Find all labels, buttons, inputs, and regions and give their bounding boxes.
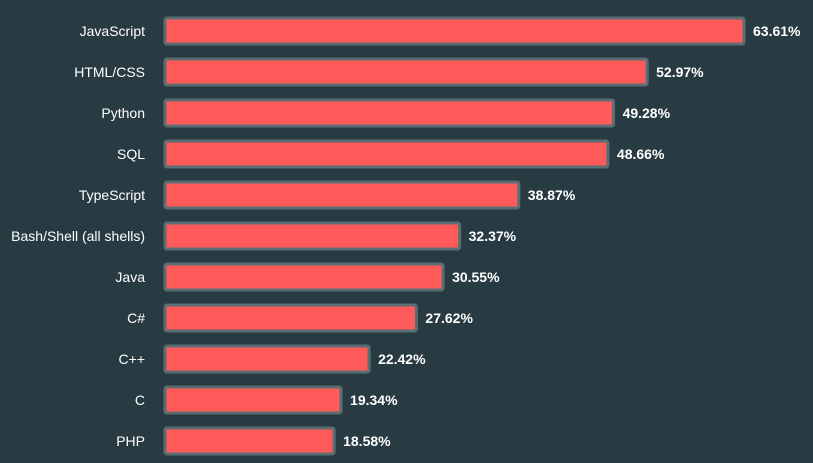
value-label: 27.62% [425, 310, 473, 326]
bar-sql [163, 139, 610, 169]
category-label: C [135, 392, 145, 408]
category-label: JavaScript [80, 23, 145, 39]
category-label: C# [127, 310, 145, 326]
value-label: 48.66% [617, 146, 665, 162]
category-label: PHP [116, 433, 145, 449]
value-label: 19.34% [350, 392, 398, 408]
category-label: HTML/CSS [74, 64, 145, 80]
bar-html-css [163, 57, 649, 87]
value-label: 63.61% [753, 23, 801, 39]
bar-c [163, 385, 343, 415]
bar-python [163, 98, 616, 128]
value-label: 49.28% [623, 105, 671, 121]
value-label: 30.55% [452, 269, 500, 285]
value-label: 52.97% [656, 64, 704, 80]
category-label: C++ [119, 351, 145, 367]
bar-c- [163, 344, 371, 374]
category-label: Java [115, 269, 145, 285]
bar-c- [163, 303, 418, 333]
bar-java [163, 262, 445, 292]
bar-javascript [163, 16, 746, 46]
value-label: 38.87% [528, 187, 576, 203]
bar-bash-shell-all-shells- [163, 221, 462, 251]
value-label: 32.37% [469, 228, 517, 244]
bar-php [163, 426, 336, 456]
value-label: 18.58% [343, 433, 391, 449]
category-label: Python [101, 105, 145, 121]
category-label: SQL [117, 146, 145, 162]
category-label: TypeScript [79, 187, 145, 203]
category-label: Bash/Shell (all shells) [11, 228, 145, 244]
value-label: 22.42% [378, 351, 426, 367]
bar-typescript [163, 180, 521, 210]
